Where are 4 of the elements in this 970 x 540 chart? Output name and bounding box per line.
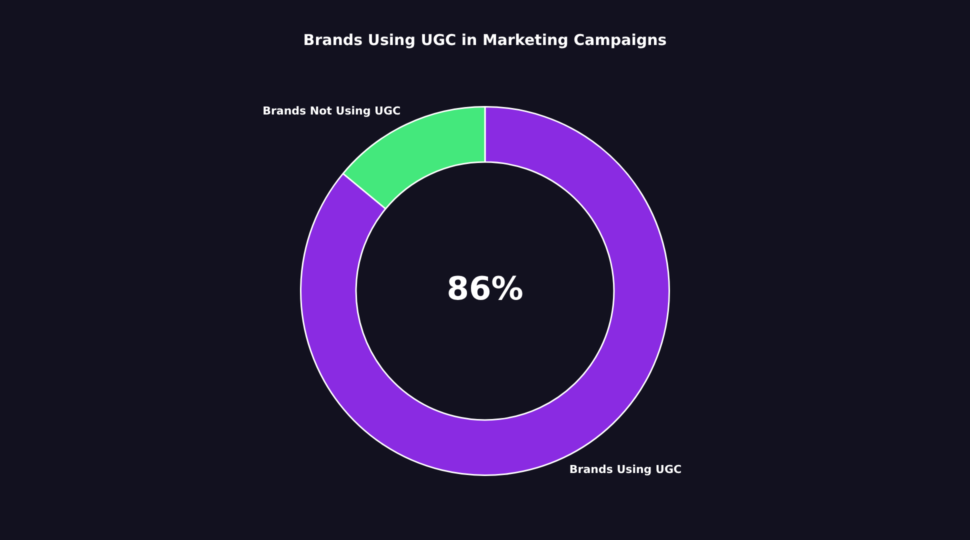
slice-label: Brands Using UGC xyxy=(569,463,682,476)
chart-title: Brands Using UGC in Marketing Campaigns xyxy=(302,31,668,49)
slice-label: Brands Not Using UGC xyxy=(262,104,401,118)
text: 86% xyxy=(446,269,524,308)
